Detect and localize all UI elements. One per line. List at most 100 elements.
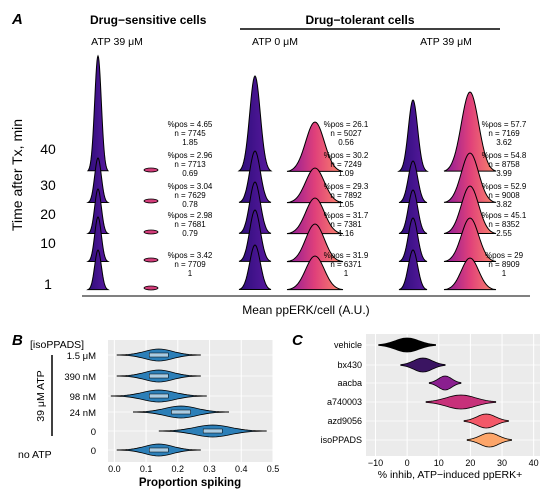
panel-b-x-tick: 0.1	[140, 464, 153, 474]
column-label-2: ATP 0 μM	[252, 36, 298, 48]
panel-a-y-ticks: 40 30 20 10 1	[40, 141, 56, 292]
panel-b-bracket-label: 39 μM ATP	[35, 370, 47, 421]
annotation-ratio: 1.09	[338, 169, 354, 178]
panel-b-x-tick: 0.5	[267, 464, 280, 474]
panel-b-plot-bg	[108, 340, 273, 462]
annotation-ratio: 0.69	[182, 169, 198, 178]
annotation-pos: %pos = 54.8	[482, 151, 527, 160]
ridge-tolerant39-high	[443, 152, 497, 203]
annotation-pos: %pos = 31.7	[324, 211, 369, 220]
ridge-tolerant0-low	[238, 244, 272, 290]
annotation-n: n = 5027	[330, 129, 362, 138]
panel-c-x-tick: 10	[434, 458, 444, 468]
ridge-tolerant39-low	[398, 249, 428, 291]
annotation-pos: %pos = 30.2	[324, 151, 369, 160]
ridge-sensitive-low	[86, 216, 110, 262]
annotation-pos: %pos = 4.65	[168, 120, 213, 129]
panel-a-y-tick: 10	[40, 235, 56, 251]
panel-b-box	[202, 428, 223, 434]
sensitive-header: Drug−sensitive cells	[90, 13, 207, 27]
ridge-tolerant0-high	[286, 197, 344, 235]
panel-c-y-labels: vehicle bx430 aacba a740003 azd9056 isoPPADS	[321, 340, 362, 445]
panel-b-box	[171, 409, 191, 415]
annotation-n: n = 7892	[330, 191, 362, 200]
ridge-sensitive-low	[87, 54, 109, 172]
ridge-sensitive-high	[143, 198, 159, 204]
panel-b-box	[149, 447, 169, 453]
panel-a-y-tick: 20	[40, 206, 56, 222]
panel-c-violin	[463, 413, 509, 429]
annotation-n: n = 6371	[330, 260, 362, 269]
panel-b-x-tick: 0.2	[172, 464, 185, 474]
annotation-pos: %pos = 3.04	[168, 182, 213, 191]
annotation-ratio: 1.85	[182, 138, 198, 147]
panel-c-x-tick: 20	[465, 458, 475, 468]
ridge-tolerant0-low	[238, 181, 272, 234]
annotation-n: n = 7249	[330, 160, 362, 169]
ridge-tolerant39-low	[397, 99, 429, 172]
panel-c-category: azd9056	[327, 416, 362, 426]
annotation-ratio: 3.99	[496, 169, 512, 178]
annotation-ratio: 0.79	[182, 229, 198, 238]
annotation-pos: %pos = 2.96	[168, 151, 213, 160]
panel-a-ylabel: Time after Tx, min	[9, 119, 25, 231]
ridge-tolerant39-high	[443, 257, 497, 291]
panel-b-category: 98 nM	[70, 392, 96, 403]
annotation-n: n = 8352	[488, 220, 520, 229]
panel-a-y-tick: 1	[44, 276, 52, 292]
column-label-1: ATP 39 μM	[91, 36, 143, 48]
annotation-pos: %pos = 3.42	[168, 251, 213, 260]
panel-a-ridges	[86, 54, 497, 291]
panel-b-xlabel: Proportion spiking	[139, 477, 241, 489]
panel-b-x-tick: 0.4	[235, 464, 248, 474]
panel-a-y-tick: 40	[40, 141, 56, 157]
panel-c-category: vehicle	[334, 340, 362, 350]
annotation-n: n = 7381	[330, 220, 362, 229]
annotation-pos: %pos = 31.9	[324, 251, 369, 260]
ridge-sensitive-high	[143, 285, 159, 291]
ridge-tolerant39-high	[443, 217, 497, 262]
panel-b-x-tick: 0.0	[108, 464, 121, 474]
panel-c-violin	[425, 394, 497, 410]
ridge-sensitive-high	[143, 257, 159, 263]
panel-a-xlabel: Mean ppERK/cell (A.U.)	[242, 303, 369, 317]
ridge-tolerant0-high	[286, 121, 344, 172]
ridge-tolerant0-high	[286, 255, 344, 291]
panel-c-xlabel: % inhib, ATP−induced ppERK+	[378, 469, 523, 481]
annotation-n: n = 7745	[174, 129, 206, 138]
ridge-sensitive-low	[86, 188, 110, 234]
annotation-pos: %pos = 2.98	[168, 211, 213, 220]
annotation-n: n = 7681	[174, 220, 206, 229]
ridge-tolerant0-low	[237, 75, 273, 172]
panel-b-category: 0	[91, 427, 96, 438]
tolerant-header: Drug−tolerant cells	[305, 13, 414, 27]
panel-b-category: 1.5 μM	[67, 351, 96, 362]
panel-b-category: 0	[91, 446, 96, 457]
annotation-pos: %pos = 52.9	[482, 182, 527, 191]
annotation-ratio: 0.56	[338, 138, 354, 147]
annotation-ratio: 1	[188, 269, 193, 278]
annotation-pos: %pos = 45.1	[482, 211, 527, 220]
annotation-pos: %pos = 57.7	[482, 120, 527, 129]
annotation-n: n = 9008	[488, 191, 520, 200]
panel-c-category: aacba	[337, 378, 362, 388]
panel-c-category: a740003	[327, 397, 362, 407]
panel-b-x-ticks: 0.0 0.1 0.2 0.3 0.4 0.5	[108, 464, 279, 474]
panel-b-y-labels: 1.5 μM 390 nM 98 nM 24 nM 0 0	[64, 351, 96, 457]
annotation-n: n = 7169	[488, 129, 520, 138]
panel-b-header: [isoPPADS]	[30, 339, 84, 351]
annotation-pos: %pos = 26.1	[324, 120, 369, 129]
annotation-n: n = 7709	[174, 260, 206, 269]
panel-c-violin	[378, 337, 436, 353]
ridge-tolerant0-high	[286, 167, 344, 204]
ridge-tolerant0-high	[286, 223, 344, 263]
panel-c-plot-bg	[366, 334, 540, 456]
ridge-sensitive-low	[86, 157, 110, 203]
panel-a-y-tick: 30	[40, 177, 56, 193]
panel-c-x-tick: −10	[368, 458, 383, 468]
annotation-pos: %pos = 29.3	[324, 182, 369, 191]
annotation-ratio: 1	[502, 269, 507, 278]
column-label-3: ATP 39 μM	[420, 36, 472, 48]
